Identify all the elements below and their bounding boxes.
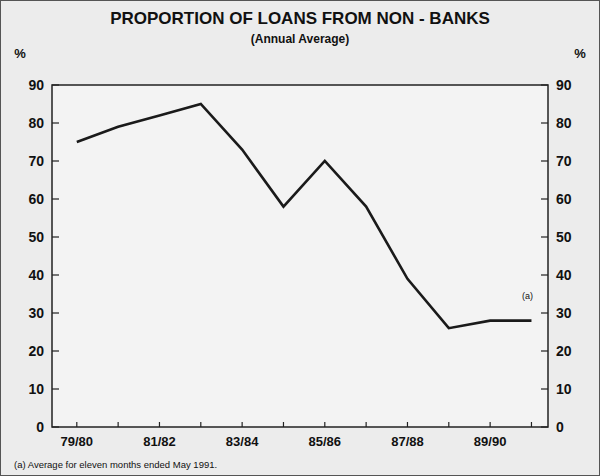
title: PROPORTION OF LOANS FROM NON - BANKS (110, 9, 490, 28)
y-tick-label: 0 (556, 419, 564, 435)
subtitle: (Annual Average) (251, 32, 349, 46)
y-tick (541, 236, 548, 237)
y-tick-label: 40 (556, 267, 572, 283)
annotation: (a) (522, 291, 533, 301)
x-tick-label: 87/88 (391, 434, 424, 449)
y-tick-label: 70 (28, 153, 44, 169)
y-tick (541, 388, 548, 389)
series-group (77, 104, 532, 328)
background (1, 1, 600, 476)
y-tick-label: 10 (556, 381, 572, 397)
chart: PROPORTION OF LOANS FROM NON - BANKS (Ann… (0, 0, 600, 476)
y-tick-label: 80 (28, 115, 44, 131)
x-tick-label: 85/86 (309, 434, 342, 449)
y-tick (52, 350, 59, 351)
y-tick (541, 312, 548, 313)
y-tick-label: 60 (28, 191, 44, 207)
plot-frame (52, 85, 548, 427)
y-tick (52, 198, 59, 199)
y-tick-label: 80 (556, 115, 572, 131)
y-tick (52, 160, 59, 161)
y-tick-label: 90 (28, 77, 44, 93)
y-tick (52, 388, 59, 389)
y-tick (52, 312, 59, 313)
y-tick (52, 274, 59, 275)
y-tick-label: 90 (556, 77, 572, 93)
footnote: (a) Average for eleven months ended May … (14, 459, 217, 470)
y-tick-label: 70 (556, 153, 572, 169)
plot-area (52, 85, 548, 427)
x-tick-label: 89/90 (474, 434, 507, 449)
x-tick-label: 79/80 (61, 434, 94, 449)
y-axis-label: % (574, 46, 586, 61)
y-tick-label: 20 (556, 343, 572, 359)
y-tick (541, 274, 548, 275)
y-tick (541, 350, 548, 351)
y-tick-label: 50 (556, 229, 572, 245)
y-tick (541, 122, 548, 123)
y-axis-label: % (14, 46, 26, 61)
y-tick-label: 0 (36, 419, 44, 435)
line (77, 104, 532, 328)
y-tick-label: 40 (28, 267, 44, 283)
y-tick-label: 50 (28, 229, 44, 245)
x-tick-label: 83/84 (226, 434, 259, 449)
y-tick (541, 160, 548, 161)
y-tick-label: 20 (28, 343, 44, 359)
y-tick-label: 30 (28, 305, 44, 321)
y-tick-label: 10 (28, 381, 44, 397)
y-tick (52, 122, 59, 123)
x-tick-label: 81/82 (143, 434, 176, 449)
y-tick (541, 198, 548, 199)
y-tick-label: 30 (556, 305, 572, 321)
y-tick-label: 60 (556, 191, 572, 207)
y-tick (52, 236, 59, 237)
